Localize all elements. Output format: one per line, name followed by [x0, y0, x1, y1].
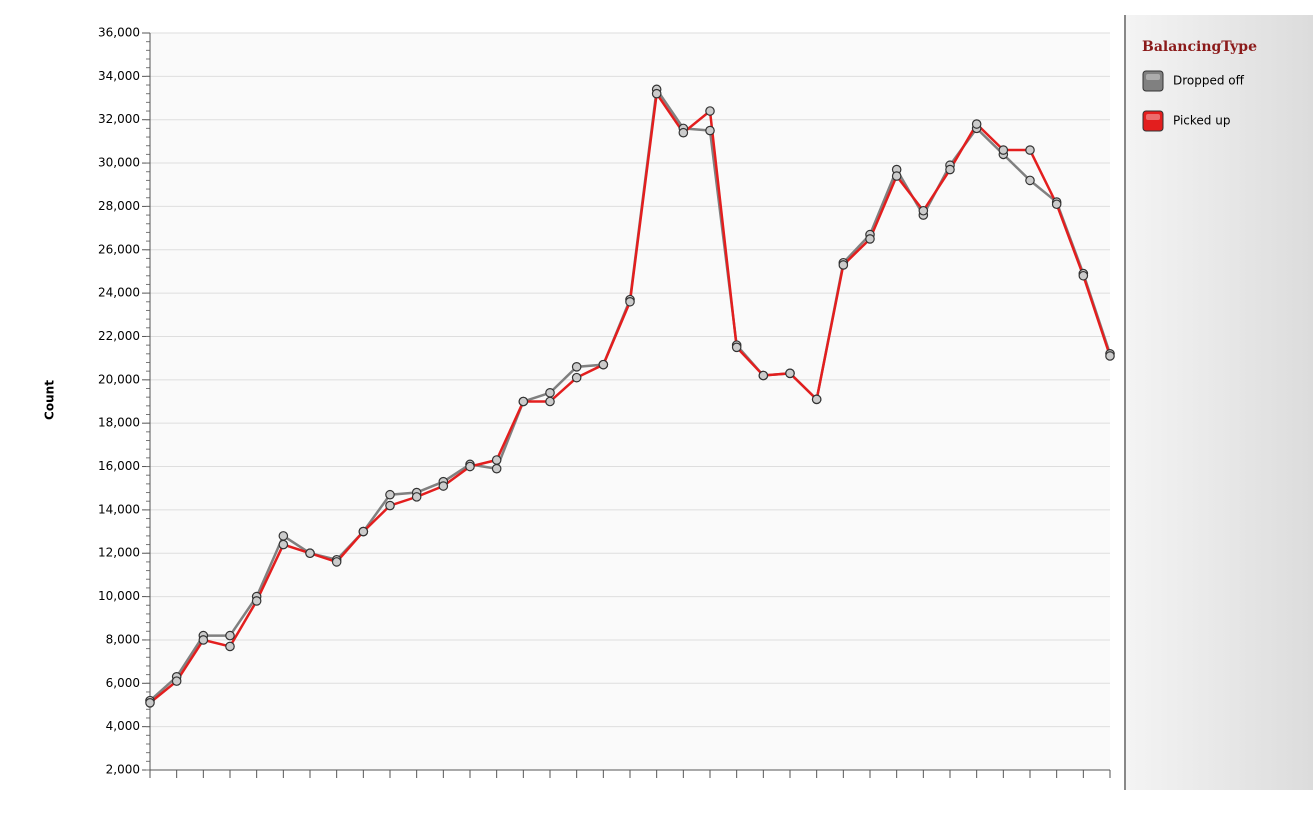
y-tick-label: 10,000 [98, 589, 140, 603]
y-tick-label: 16,000 [98, 459, 140, 473]
point [705, 106, 715, 116]
point [198, 635, 209, 645]
point [385, 500, 395, 511]
y-tick-label: 20,000 [98, 372, 140, 386]
plot-area [150, 33, 1110, 770]
point [651, 88, 662, 99]
legend-label: Dropped off [1173, 74, 1245, 88]
y-tick-label: 30,000 [98, 156, 140, 170]
y-tick-label: 24,000 [98, 286, 140, 300]
point [411, 492, 422, 502]
point [758, 370, 769, 381]
legend-title: BalancingType [1142, 39, 1257, 55]
legend-label: Picked up [1173, 114, 1230, 128]
point [918, 205, 929, 216]
point [491, 463, 502, 474]
point [225, 641, 235, 652]
point [1025, 175, 1035, 186]
y-tick-label: 14,000 [98, 502, 140, 516]
point [491, 455, 502, 465]
point [251, 596, 262, 606]
y-tick-label: 34,000 [98, 69, 140, 83]
point [385, 489, 395, 500]
point [305, 548, 315, 559]
legend-panel [1125, 15, 1313, 790]
y-tick-label: 28,000 [98, 199, 140, 213]
y-axis-label: Count [43, 380, 57, 420]
legend-swatch [1142, 110, 1164, 132]
point [838, 260, 849, 270]
point [998, 145, 1009, 155]
y-tick-label: 26,000 [98, 242, 140, 256]
point [438, 481, 449, 491]
point [545, 396, 555, 407]
y-tick-label: 2,000 [106, 763, 140, 777]
point [971, 119, 982, 129]
y-tick-label: 18,000 [98, 416, 140, 430]
point [331, 557, 342, 567]
y-tick-label: 36,000 [98, 26, 140, 40]
y-tick-label: 8,000 [106, 632, 140, 646]
point [1105, 351, 1115, 361]
point [731, 342, 742, 353]
point [891, 171, 902, 181]
point [518, 396, 529, 407]
point [545, 388, 555, 398]
y-tick-label: 6,000 [106, 676, 140, 690]
legend-swatch [1142, 70, 1164, 92]
point [1078, 270, 1089, 281]
legend-swatch-shine [1146, 114, 1160, 120]
point [571, 372, 582, 383]
point [278, 539, 289, 550]
point [465, 461, 475, 472]
point [1025, 145, 1035, 155]
y-tick-label: 32,000 [98, 112, 140, 126]
point [865, 234, 875, 244]
legend-swatch-shine [1146, 74, 1160, 80]
point [785, 368, 795, 379]
point [171, 676, 182, 686]
point [1051, 199, 1062, 210]
point [358, 526, 369, 537]
point [598, 359, 609, 370]
y-tick-label: 12,000 [98, 546, 140, 560]
point [625, 296, 635, 307]
point [571, 362, 582, 372]
y-tick-label: 22,000 [98, 329, 140, 343]
point [278, 531, 289, 541]
point [811, 394, 822, 405]
point [678, 127, 689, 138]
y-tick-label: 4,000 [106, 719, 140, 733]
point [145, 698, 155, 708]
point [945, 164, 955, 175]
point [225, 630, 235, 641]
point [705, 125, 715, 136]
